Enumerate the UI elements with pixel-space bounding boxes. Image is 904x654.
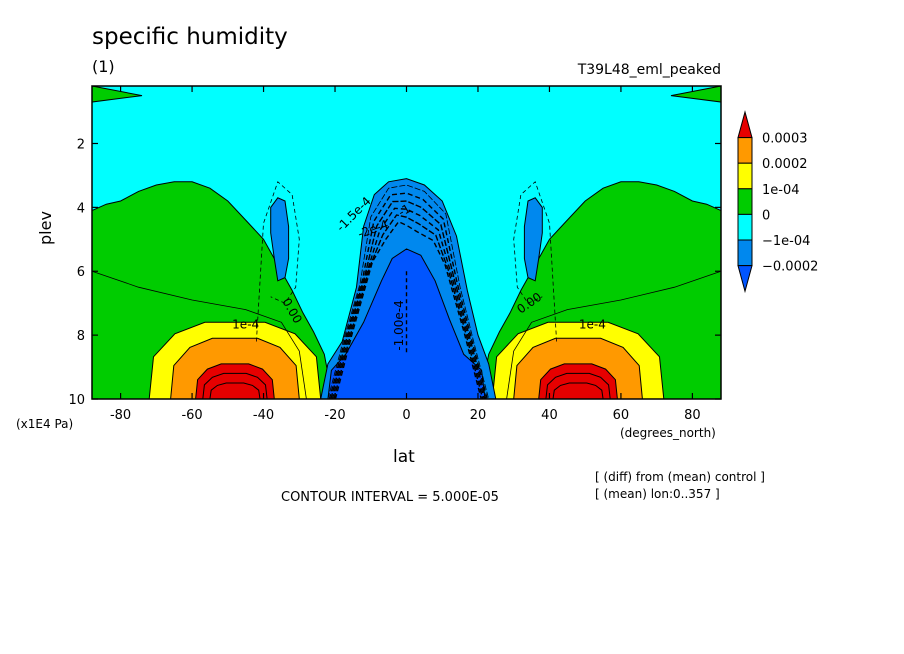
south-negative-lobe bbox=[270, 197, 290, 282]
x-tick-label: -60 bbox=[181, 408, 202, 423]
note-diff: [ (diff) from (mean) control ] bbox=[595, 470, 765, 484]
contour-label-3: 1e-4 bbox=[232, 318, 259, 332]
tropical-contour-1 bbox=[327, 184, 490, 400]
north-negative-lobe bbox=[523, 197, 543, 282]
x-axis-label: lat bbox=[393, 447, 415, 467]
legend-label: −0.0002 bbox=[762, 260, 818, 275]
y-axis-unit: (x1E4 Pa) bbox=[16, 417, 74, 431]
x-axis-unit: (degrees_north) bbox=[620, 426, 716, 440]
legend-label: −1e-04 bbox=[762, 234, 810, 249]
chart-subtitle: (1) bbox=[92, 57, 115, 76]
north-zero-contour bbox=[506, 270, 722, 400]
x-tick-label: 80 bbox=[684, 408, 701, 423]
contour-interval: CONTOUR INTERVAL = 5.000E-05 bbox=[281, 490, 499, 505]
legend-label: 1e-04 bbox=[762, 183, 800, 198]
contour-label-5: -1.00e-4 bbox=[392, 300, 406, 350]
x-tick-label: 40 bbox=[541, 408, 558, 423]
legend-label: 0.0002 bbox=[762, 157, 808, 172]
y-tick-label: 8 bbox=[77, 329, 85, 344]
x-tick-label: -20 bbox=[324, 408, 345, 423]
legend-swatch-1 bbox=[737, 137, 753, 164]
legend-swatch-bottom bbox=[737, 265, 753, 294]
south-zero-contour bbox=[91, 270, 307, 400]
x-tick-label: 20 bbox=[470, 408, 487, 423]
y-tick-label: 4 bbox=[77, 201, 85, 216]
legend-label: 0.0003 bbox=[762, 132, 808, 147]
north-red-contour-2 bbox=[552, 382, 604, 400]
tropical-contour-3 bbox=[330, 200, 487, 400]
x-tick-label: 0 bbox=[402, 408, 410, 423]
south-red-contour-2 bbox=[209, 382, 261, 400]
x-tick-label: 60 bbox=[613, 408, 630, 423]
legend-swatch-3 bbox=[737, 188, 753, 215]
legend-swatch-2 bbox=[737, 162, 753, 190]
note-mean: [ (mean) lon:0..357 ] bbox=[595, 487, 720, 501]
x-tick-label: -80 bbox=[110, 408, 131, 423]
legend-label: 0 bbox=[762, 208, 770, 223]
y-tick-label: 6 bbox=[77, 265, 85, 280]
tropical-contour-5 bbox=[333, 214, 484, 400]
legend-swatch-top bbox=[737, 110, 753, 139]
legend-swatch-5 bbox=[737, 239, 753, 267]
north-dashed-contour bbox=[513, 181, 557, 342]
x-tick-label: -40 bbox=[253, 408, 274, 423]
y-tick-label: 10 bbox=[68, 393, 85, 408]
contour-label-4: 1e-4 bbox=[579, 318, 606, 332]
tropical-contour-2 bbox=[328, 192, 488, 400]
experiment-name: T39L48_eml_peaked bbox=[577, 62, 721, 78]
y-tick-label: 2 bbox=[77, 137, 85, 152]
legend-swatch-4 bbox=[737, 213, 753, 241]
tropical-contour-6 bbox=[334, 220, 482, 400]
south-dashed-contour bbox=[256, 181, 300, 342]
chart-title: specific humidity bbox=[92, 24, 288, 50]
